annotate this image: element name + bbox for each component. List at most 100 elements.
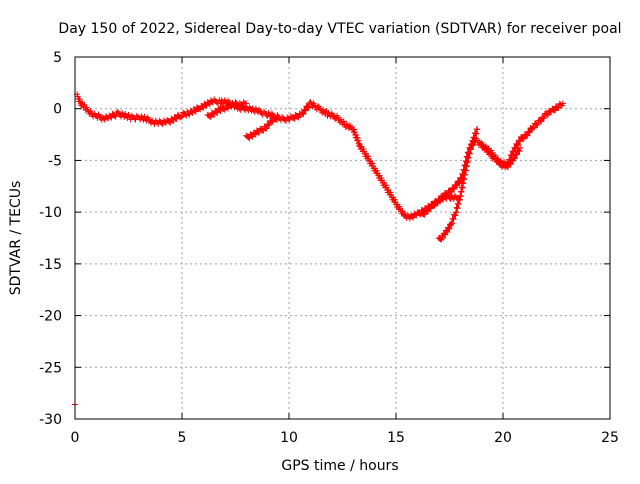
x-tick-label: 5 — [178, 430, 187, 446]
data-point — [437, 236, 444, 243]
data-point — [265, 121, 272, 128]
data-point — [526, 129, 533, 136]
data-point — [551, 107, 558, 114]
data-point — [431, 202, 438, 209]
x-tick-label: 0 — [71, 430, 80, 446]
axis-ticks: 0 5 10 15 20 25 5 0 -5 -10 -15 -20 -25 -30 — [39, 50, 619, 446]
data-point — [451, 186, 458, 193]
data-point — [420, 211, 427, 218]
data-point — [507, 161, 514, 168]
data-point — [200, 104, 207, 111]
data-point — [455, 194, 462, 201]
data-point — [524, 132, 531, 139]
data-point — [421, 211, 428, 218]
y-tick-label: 5 — [53, 50, 62, 66]
data-point — [211, 96, 218, 103]
data-point — [256, 129, 263, 136]
data-point — [211, 111, 218, 118]
data-point — [450, 185, 457, 192]
data-point — [217, 108, 224, 115]
data-point — [517, 145, 524, 152]
data-point — [172, 115, 179, 122]
data-point — [440, 235, 447, 242]
x-tick-label: 10 — [280, 430, 298, 446]
data-point — [294, 113, 301, 120]
y-tick-label: -20 — [39, 309, 62, 325]
data-point — [236, 99, 243, 106]
data-point — [302, 107, 309, 114]
data-point — [268, 118, 275, 125]
x-tick-label: 15 — [387, 430, 405, 446]
data-point — [206, 113, 213, 120]
data-point — [291, 115, 298, 122]
data-point — [504, 164, 511, 171]
data-point — [425, 208, 432, 215]
data-point — [534, 121, 541, 128]
grid — [75, 57, 610, 419]
data-point — [275, 113, 282, 120]
data-point — [249, 133, 256, 140]
data-point — [543, 111, 550, 118]
data-point — [300, 111, 307, 118]
data-point — [251, 130, 258, 137]
data-point — [440, 230, 447, 237]
data-point — [447, 188, 454, 195]
y-axis-label: SDTVAR / TECUs — [8, 181, 24, 296]
data-point — [474, 126, 481, 133]
data-point — [259, 127, 266, 134]
data-point — [538, 118, 545, 125]
data-point — [559, 100, 566, 107]
y-tick-label: -5 — [48, 153, 62, 169]
data-point — [214, 109, 221, 116]
data-point — [517, 138, 524, 145]
data-point — [530, 124, 537, 131]
data-point — [410, 214, 417, 221]
plot-frame — [74, 56, 611, 420]
data-point — [266, 122, 273, 129]
data-point — [262, 125, 269, 132]
data-point — [515, 141, 522, 148]
data-points — [72, 91, 566, 408]
data-point — [427, 205, 434, 212]
data-point — [246, 135, 253, 142]
data-point — [177, 114, 184, 121]
data-point — [444, 229, 451, 236]
data-point — [166, 118, 173, 125]
data-point — [213, 108, 220, 115]
y-tick-label: 0 — [53, 102, 62, 118]
data-point — [305, 104, 312, 111]
data-point — [551, 107, 558, 114]
x-axis-label: GPS time / hours — [281, 458, 398, 474]
data-point — [173, 115, 180, 122]
data-point — [199, 103, 206, 110]
x-tick-label: 25 — [601, 430, 619, 446]
data-point — [191, 107, 198, 114]
data-point — [540, 114, 547, 121]
data-point — [511, 155, 518, 162]
y-tick-label: -25 — [39, 360, 62, 376]
data-point — [240, 99, 247, 106]
data-point — [555, 104, 562, 111]
data-point — [513, 151, 520, 158]
data-point — [112, 113, 119, 120]
data-point — [212, 97, 219, 104]
data-point — [454, 182, 461, 189]
y-tick-label: -10 — [39, 205, 62, 221]
data-point — [295, 114, 302, 121]
data-point — [269, 118, 276, 125]
data-point — [340, 118, 347, 125]
data-point — [516, 148, 523, 155]
data-point — [243, 100, 250, 107]
x-tick-label: 20 — [494, 430, 512, 446]
data-point — [290, 115, 297, 122]
data-point — [245, 134, 252, 141]
data-point — [544, 111, 551, 118]
data-point — [520, 135, 527, 142]
data-point — [533, 121, 540, 128]
data-point — [167, 119, 174, 126]
data-point — [453, 195, 460, 202]
data-point — [456, 179, 463, 186]
data-point — [192, 108, 199, 115]
